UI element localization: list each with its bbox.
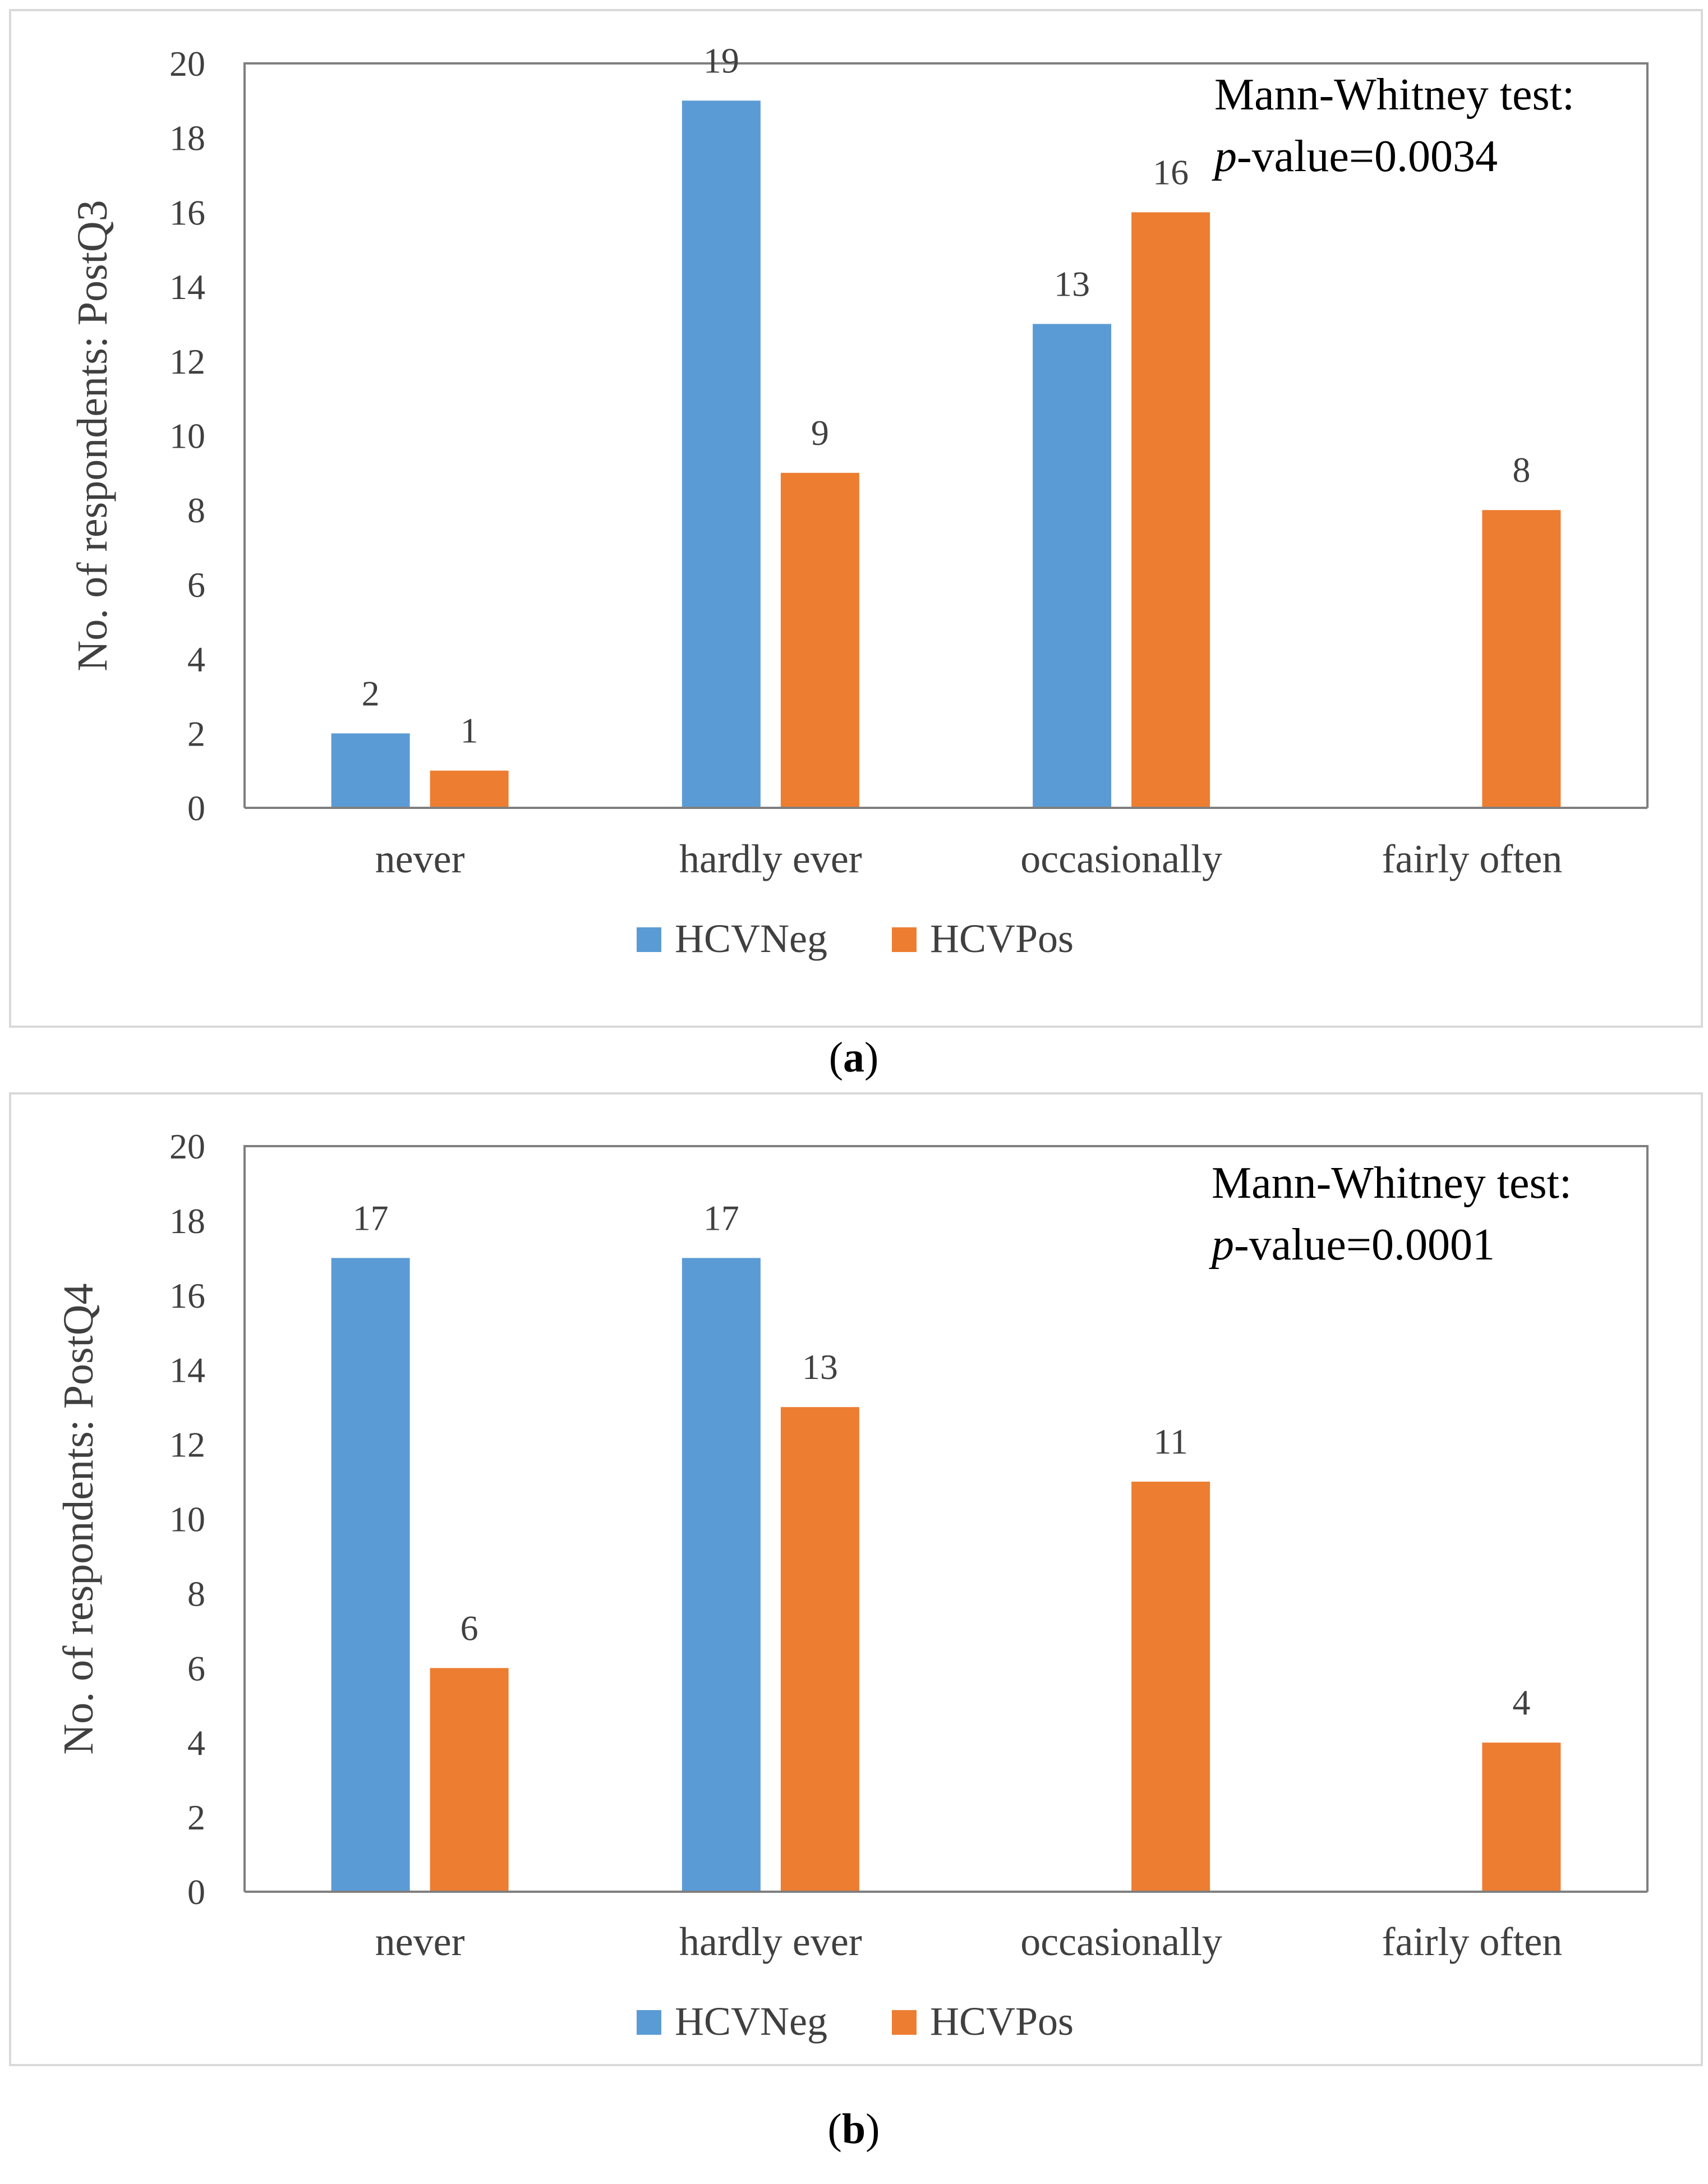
y-tick-label: 14 [169, 1350, 205, 1390]
y-tick-label: 8 [187, 1574, 205, 1613]
bar-hcvpos-hardly-ever [780, 472, 859, 808]
bar-hcvpos-occasionally [1131, 1482, 1210, 1892]
plot-border [243, 1145, 1649, 1892]
annotation-p-symbol: p [1209, 1220, 1234, 1270]
bar-hcvneg-never [331, 1258, 410, 1892]
data-label: 1 [461, 711, 478, 751]
y-tick-label: 10 [169, 416, 205, 456]
caption-paren-open: ( [828, 2105, 842, 2153]
x-category-label: occasionally [1020, 836, 1222, 881]
caption-paren-close: ) [864, 1034, 878, 1081]
y-tick-label: 14 [169, 267, 205, 307]
y-tick-label: 8 [187, 490, 205, 530]
y-tick-label: 12 [169, 342, 205, 381]
data-label: 17 [353, 1198, 389, 1238]
caption-letter: b [842, 2105, 865, 2153]
legend-label: HCVPos [930, 916, 1074, 961]
bar-hcvneg-hardly-ever [682, 100, 761, 808]
data-label: 2 [362, 673, 380, 713]
annotation-line2: p-value=0.0001 [1209, 1220, 1495, 1270]
legend-swatch-hcvpos [892, 2010, 917, 2035]
y-tick-label: 18 [169, 1201, 205, 1241]
annotation-p-symbol: p [1212, 132, 1237, 181]
legend-swatch-hcvneg [637, 927, 661, 952]
y-tick-label: 18 [169, 118, 205, 158]
annotation-line1: Mann-Whitney test: [1214, 70, 1575, 119]
bar-hcvpos-hardly-ever [780, 1407, 859, 1892]
caption-paren-close: ) [865, 2105, 880, 2153]
y-axis-label: No. of respondents: PostQ3 [69, 200, 116, 671]
legend-label: HCVNeg [675, 916, 827, 961]
legend-swatch-hcvneg [637, 2010, 661, 2035]
y-tick-label: 6 [187, 565, 205, 605]
legend-label: HCVPos [930, 1999, 1074, 2044]
y-tick-label: 16 [169, 192, 205, 232]
x-category-label: never [375, 1919, 465, 1964]
legend-label: HCVNeg [675, 1999, 827, 2044]
y-tick-label: 0 [187, 788, 205, 828]
legend-swatch-hcvpos [892, 927, 917, 952]
x-category-label: occasionally [1020, 1919, 1222, 1964]
y-tick-label: 6 [187, 1648, 205, 1688]
annotation-line2: p-value=0.0034 [1212, 132, 1498, 181]
data-label: 16 [1153, 152, 1189, 192]
data-label: 6 [461, 1608, 478, 1648]
data-label: 9 [811, 413, 829, 453]
data-label: 4 [1512, 1682, 1530, 1722]
chart-panel-b: 0 2 4 6 8 10 12 14 16 18 20 No. of respondents: Pos… [9, 1092, 1703, 2153]
data-label: 19 [703, 40, 739, 80]
annotation-line1: Mann-Whitney test: [1212, 1158, 1572, 1208]
bar-hcvpos-fairly-often [1482, 1742, 1561, 1892]
bar-hcvpos-fairly-often [1482, 510, 1561, 808]
y-tick-label: 2 [187, 1797, 205, 1837]
y-tick-label: 20 [169, 44, 205, 84]
y-tick-label: 4 [187, 1723, 205, 1763]
x-category-label: never [375, 836, 465, 881]
bar-hcvneg-hardly-ever [682, 1258, 761, 1892]
y-tick-label: 4 [187, 640, 205, 679]
caption-letter: a [843, 1034, 864, 1081]
bar-hcvpos-never [430, 770, 509, 808]
y-tick-label: 16 [169, 1276, 205, 1316]
bar-hcvpos-never [430, 1668, 509, 1892]
panel-caption: (b) [828, 2105, 880, 2153]
data-label: 17 [703, 1198, 739, 1238]
annotation-p-value: -value=0.0001 [1234, 1220, 1495, 1270]
y-tick-label: 10 [169, 1500, 205, 1539]
panel-caption: (a) [829, 1034, 879, 1081]
x-category-label: hardly ever [679, 1919, 862, 1964]
x-category-label: hardly ever [679, 836, 862, 881]
x-category-label: fairly often [1382, 836, 1562, 881]
y-tick-label: 12 [169, 1425, 205, 1465]
annotation-p-value: -value=0.0034 [1237, 132, 1498, 181]
y-tick-label: 2 [187, 714, 205, 753]
y-axis-label: No. of respondents: PostQ4 [55, 1283, 102, 1754]
plot-border [243, 62, 1649, 808]
data-label: 13 [1054, 264, 1090, 304]
x-category-label: fairly often [1382, 1919, 1562, 1964]
y-tick-label: 20 [169, 1127, 205, 1166]
chart-frame [9, 1092, 1703, 2066]
bar-hcvneg-occasionally [1033, 324, 1112, 808]
bar-hcvneg-never [331, 733, 410, 808]
caption-paren-open: ( [829, 1034, 843, 1081]
chart-frame [9, 9, 1703, 1028]
data-label: 11 [1153, 1422, 1188, 1461]
bar-hcvpos-occasionally [1131, 212, 1210, 808]
data-label: 13 [802, 1347, 838, 1387]
data-label: 8 [1512, 450, 1530, 490]
y-tick-label: 0 [187, 1872, 205, 1912]
